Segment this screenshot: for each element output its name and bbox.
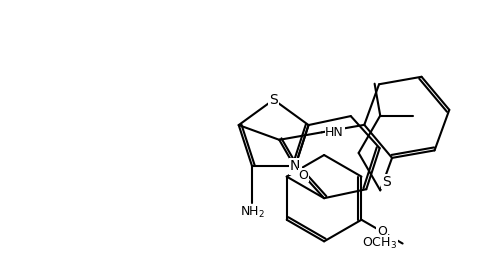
Text: NH$_2$: NH$_2$ [240, 205, 265, 220]
Text: HN: HN [325, 126, 344, 139]
Text: OCH$_3$: OCH$_3$ [363, 236, 398, 251]
Text: S: S [382, 175, 391, 189]
Text: O: O [377, 225, 387, 238]
Text: O: O [299, 169, 308, 182]
Text: N: N [290, 159, 301, 173]
Text: S: S [269, 93, 278, 107]
